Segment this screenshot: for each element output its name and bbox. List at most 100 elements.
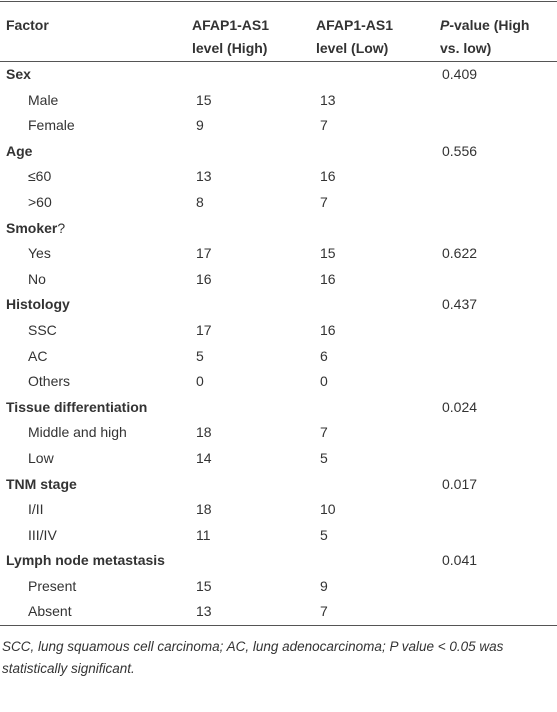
row: SSC 17 16 bbox=[0, 318, 557, 344]
p-value bbox=[432, 88, 557, 114]
row-label: Low bbox=[28, 449, 54, 466]
row: ≤60 13 16 bbox=[0, 164, 557, 190]
group-row: Smoker? bbox=[0, 216, 557, 242]
row-label: III/IV bbox=[28, 526, 57, 543]
row: Middle and high 18 7 bbox=[0, 420, 557, 446]
p-value: 0.017 bbox=[442, 475, 478, 492]
low-count: 0 bbox=[320, 373, 328, 390]
group-label: TNM stage bbox=[0, 472, 184, 498]
p-value bbox=[432, 164, 557, 190]
p-value bbox=[432, 190, 557, 216]
low-count: 16 bbox=[320, 168, 336, 185]
low-count: 6 bbox=[320, 347, 328, 364]
group-suffix: ? bbox=[57, 219, 66, 236]
low-count: 10 bbox=[320, 501, 336, 518]
row-label: Middle and high bbox=[28, 424, 127, 441]
row-label: Yes bbox=[28, 245, 51, 262]
low-count: 5 bbox=[320, 526, 328, 543]
row: Yes 17 15 0.622 bbox=[0, 241, 557, 267]
low-count: 16 bbox=[320, 270, 336, 287]
p-value bbox=[432, 318, 557, 344]
group-name: TNM stage bbox=[6, 475, 77, 492]
p-value: 0.409 bbox=[442, 66, 478, 82]
group-row: Histology 0.437 bbox=[0, 292, 557, 318]
row: Present 15 9 bbox=[0, 574, 557, 600]
header-cell: AFAP1-AS1 level (High) bbox=[192, 17, 270, 56]
cell bbox=[184, 292, 308, 318]
header-cell: P-value (High vs. low) bbox=[432, 2, 557, 62]
group-label: Histology bbox=[0, 292, 184, 318]
row-label: AC bbox=[28, 347, 48, 364]
group-row: Tissue differentiation 0.024 bbox=[0, 395, 557, 421]
cell bbox=[184, 548, 308, 574]
footnote: SCC, lung squamous cell carcinoma; AC, l… bbox=[2, 639, 504, 677]
p-value bbox=[432, 216, 557, 242]
group-name: Lymph node metastasis bbox=[6, 552, 165, 569]
p-value bbox=[432, 574, 557, 600]
row: I/II 18 10 bbox=[0, 497, 557, 523]
cell bbox=[184, 472, 308, 498]
high-count: 8 bbox=[196, 193, 204, 210]
row-label: Present bbox=[28, 577, 77, 594]
cell bbox=[308, 216, 432, 242]
p-value bbox=[432, 344, 557, 370]
group-row: Sex 0.409 bbox=[0, 62, 557, 88]
cell bbox=[308, 62, 432, 88]
low-count: 5 bbox=[320, 449, 328, 466]
header-row: Factor AFAP1-AS1 level (High) AFAP1-AS1 … bbox=[0, 2, 557, 62]
row: >60 8 7 bbox=[0, 190, 557, 216]
header-italic: P bbox=[440, 17, 450, 33]
p-value bbox=[432, 446, 557, 472]
row: Low 14 5 bbox=[0, 446, 557, 472]
low-count: 16 bbox=[320, 321, 336, 338]
p-value: 0.622 bbox=[442, 245, 478, 262]
cell bbox=[184, 216, 308, 242]
row: III/IV 11 5 bbox=[0, 523, 557, 549]
row-label: ≤60 bbox=[28, 168, 52, 185]
row: AC 5 6 bbox=[0, 344, 557, 370]
group-name: Histology bbox=[6, 296, 70, 313]
row-label: Male bbox=[28, 91, 59, 108]
p-value bbox=[432, 523, 557, 549]
high-count: 15 bbox=[196, 91, 212, 108]
high-count: 17 bbox=[196, 245, 212, 262]
row-label: SSC bbox=[28, 321, 57, 338]
row: Male 15 13 bbox=[0, 88, 557, 114]
row: Female 9 7 bbox=[0, 113, 557, 139]
group-label: Tissue differentiation bbox=[0, 395, 184, 421]
low-count: 7 bbox=[320, 193, 328, 210]
row: Others 0 0 bbox=[0, 369, 557, 395]
row: Absent 13 7 bbox=[0, 599, 557, 625]
group-label: Smoker? bbox=[0, 216, 184, 242]
table-header: Factor AFAP1-AS1 level (High) AFAP1-AS1 … bbox=[0, 2, 557, 62]
header-text: -value (High vs. low) bbox=[440, 17, 530, 56]
high-count: 9 bbox=[196, 117, 204, 134]
high-count: 16 bbox=[196, 270, 212, 287]
table-body: Sex 0.409 Male 15 13 Female 9 7 Age 0.556 ≤60 13 16 >… bbox=[0, 62, 557, 626]
group-name: Smoker bbox=[6, 219, 58, 236]
row-label: Female bbox=[28, 117, 75, 134]
p-value bbox=[432, 497, 557, 523]
group-label: Age bbox=[0, 139, 184, 165]
p-value bbox=[432, 599, 557, 625]
group-name: Sex bbox=[6, 66, 31, 82]
row: No 16 16 bbox=[0, 267, 557, 293]
group-label: Lymph node metastasis bbox=[0, 548, 184, 574]
cell bbox=[308, 139, 432, 165]
p-value bbox=[432, 113, 557, 139]
high-count: 5 bbox=[196, 347, 204, 364]
row-label: >60 bbox=[28, 193, 52, 210]
p-value bbox=[432, 267, 557, 293]
low-count: 7 bbox=[320, 603, 328, 620]
group-row: Lymph node metastasis 0.041 bbox=[0, 548, 557, 574]
row-label: Absent bbox=[28, 603, 72, 620]
p-value: 0.556 bbox=[442, 142, 478, 159]
low-count: 9 bbox=[320, 577, 328, 594]
high-count: 15 bbox=[196, 577, 212, 594]
p-value: 0.041 bbox=[442, 552, 478, 569]
group-name: Tissue differentiation bbox=[6, 398, 148, 415]
low-count: 7 bbox=[320, 117, 328, 134]
cell bbox=[308, 395, 432, 421]
header-cell: AFAP1-AS1 level (Low) bbox=[316, 17, 394, 56]
